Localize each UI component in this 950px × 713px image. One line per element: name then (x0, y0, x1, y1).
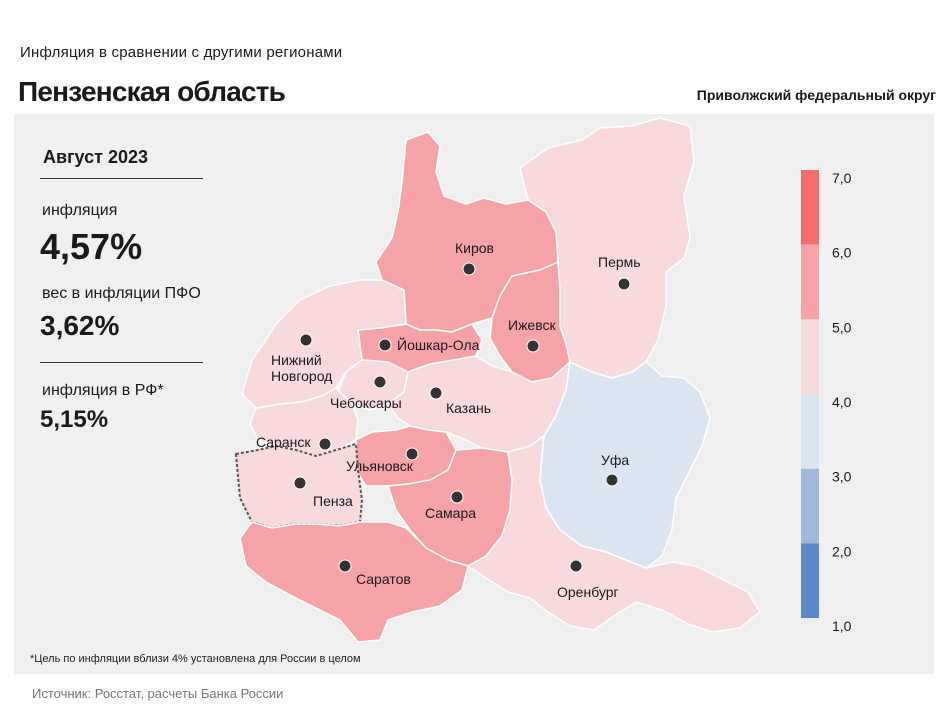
city-label-саратов: Саратов (356, 571, 411, 587)
city-marker-оренбург (569, 559, 583, 573)
city-label-чебоксары: Чебоксары (330, 395, 402, 411)
weight-value: 3,62% (40, 310, 120, 341)
city-label-казань: Казань (446, 400, 491, 416)
legend-bin-0 (801, 170, 819, 245)
footnote: *Цель по инфляции вблизи 4% установлена … (30, 653, 361, 665)
city-label-саранск: Саранск (256, 434, 311, 450)
city-marker-пермь (617, 277, 631, 291)
city-marker-чебоксары (373, 375, 387, 389)
city-label-пенза: Пенза (313, 493, 353, 509)
legend-tick-1: 6,0 (832, 245, 852, 261)
city-label-оренбург: Оренбург (557, 584, 619, 600)
legend-tick-6: 1,0 (832, 618, 852, 634)
legend-tick-5: 2,0 (832, 543, 852, 559)
legend-bin-4 (801, 468, 819, 544)
rf-inflation-value: 5,15% (40, 406, 109, 433)
region-саратов (239, 521, 469, 643)
legend-tick-2: 5,0 (832, 319, 852, 335)
city-marker-ульяновск (405, 447, 419, 461)
city-marker-казань (429, 386, 443, 400)
legend-tick-0: 7,0 (832, 170, 852, 186)
divider-top (40, 178, 203, 179)
city-label-ижевск: Ижевск (508, 317, 556, 333)
legend-bin-5 (801, 543, 819, 618)
legend-bin-1 (801, 244, 819, 320)
city-marker-киров (462, 262, 476, 276)
district-label: Приволжский федеральный округ (696, 87, 936, 103)
region-оренбург (467, 435, 761, 633)
city-marker-уфа (605, 473, 619, 487)
city-marker-ижевск (526, 339, 540, 353)
period-label: Август 2023 (43, 147, 148, 167)
city-marker-саратов (338, 559, 352, 573)
city-label-самара: Самара (425, 505, 476, 521)
inflation-value: 4,57% (40, 226, 143, 267)
city-label-нижний-новгород: Нижний Новгород (271, 352, 332, 384)
city-marker-йошкар-ола (378, 338, 392, 352)
legend-tick-3: 4,0 (832, 394, 852, 410)
rf-inflation-label: инфляция в РФ* (42, 382, 164, 399)
city-label-йошкар-ола: Йошкар-Ола (397, 336, 480, 353)
weight-label: вес в инфляции ПФО (42, 285, 201, 302)
inflation-label: инфляция (42, 202, 118, 219)
divider-bottom (40, 362, 203, 363)
page-title: Пензенская область (18, 76, 286, 107)
city-marker-саранск (318, 437, 332, 451)
city-label-уфа: Уфа (601, 452, 629, 468)
legend-tick-4: 3,0 (832, 469, 852, 485)
city-label-пермь: Пермь (598, 254, 641, 270)
city-label-ульяновск: Ульяновск (346, 458, 414, 474)
legend-bin-2 (801, 319, 819, 394)
source-note: Источник: Росстат, расчеты Банка России (32, 686, 284, 701)
page-subtitle: Инфляция в сравнении с другими регионами (20, 44, 343, 61)
city-label-киров: Киров (455, 240, 494, 256)
city-marker-самара (450, 490, 464, 504)
city-marker-нижний-новгород (299, 333, 313, 347)
city-marker-пенза (293, 476, 307, 490)
legend-bin-3 (801, 394, 819, 469)
